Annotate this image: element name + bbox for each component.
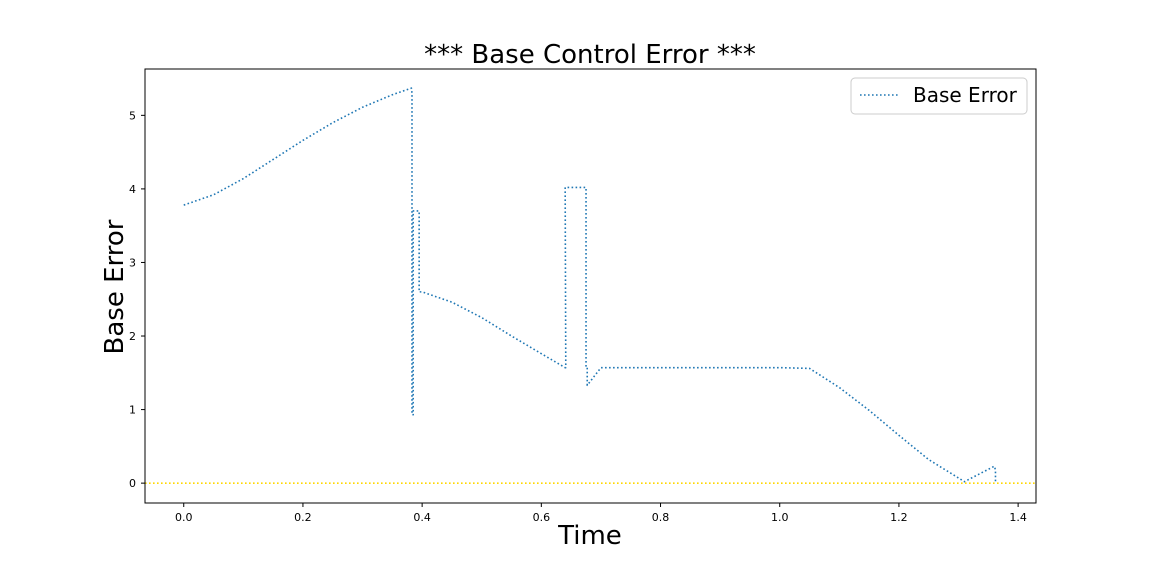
x-tick-label: 0.6 — [533, 511, 551, 524]
x-tick-label: 0.2 — [294, 511, 312, 524]
x-tick-label: 1.2 — [890, 511, 908, 524]
y-tick-label: 3 — [129, 256, 136, 269]
legend-box — [850, 77, 1028, 115]
legend: Base Error — [850, 77, 1028, 115]
x-tick-label: 1.0 — [771, 511, 789, 524]
y-tick-label: 4 — [129, 183, 136, 196]
x-tick-label: 1.4 — [1009, 511, 1027, 524]
y-tick-label: 5 — [129, 109, 136, 122]
plot-frame — [144, 68, 1037, 504]
x-tick-label: 0.8 — [652, 511, 670, 524]
x-axis-label: Time — [557, 521, 622, 551]
plot-area — [144, 68, 1037, 504]
y-axis-ticks: 0 1 2 3 4 5 — [129, 109, 145, 490]
y-axis-label: Base Error — [100, 219, 130, 354]
chart-title: *** Base Control Error *** — [424, 40, 756, 70]
series-line-base-error — [183, 87, 997, 484]
legend-label: Base Error — [913, 83, 1018, 107]
y-tick-label: 1 — [129, 404, 136, 417]
y-tick-label: 0 — [129, 477, 136, 490]
y-tick-label: 2 — [129, 330, 136, 343]
x-axis-ticks: 0.0 0.2 0.4 0.6 0.8 1.0 1.2 1.4 — [175, 503, 1027, 524]
x-tick-label: 0.0 — [175, 511, 193, 524]
x-tick-label: 0.4 — [413, 511, 431, 524]
